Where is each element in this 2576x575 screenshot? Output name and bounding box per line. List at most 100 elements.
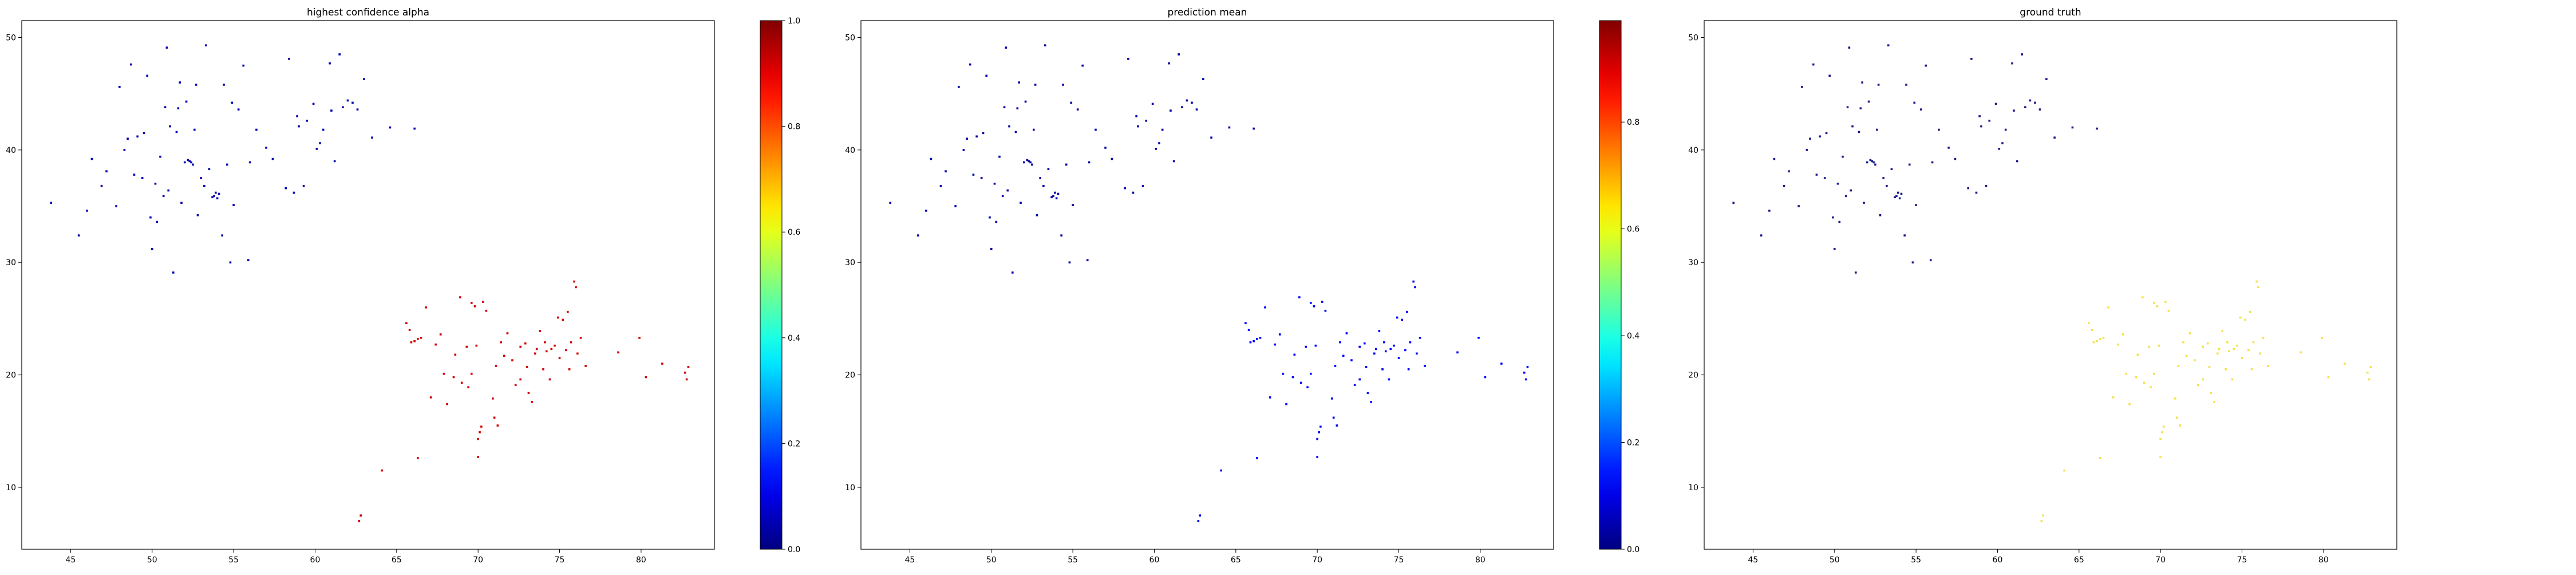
x-tick-label: 55 (1911, 556, 1921, 565)
data-point (475, 344, 478, 347)
data-point (2259, 352, 2261, 355)
data-point (363, 78, 365, 80)
data-point (1419, 337, 1421, 339)
data-point (306, 119, 309, 122)
data-point (2174, 397, 2176, 400)
data-point (500, 341, 502, 344)
data-point (925, 210, 927, 212)
data-point (1838, 220, 1841, 223)
data-point (1127, 57, 1129, 60)
data-point (1931, 161, 1934, 164)
data-point (481, 301, 484, 303)
data-point (1135, 115, 1137, 117)
data-point (203, 184, 206, 187)
data-point (534, 352, 536, 355)
data-point (548, 378, 551, 381)
data-point (916, 234, 919, 237)
data-point (1332, 416, 1335, 419)
data-point (2040, 520, 2043, 522)
data-point (156, 220, 159, 223)
data-point (2247, 349, 2250, 352)
data-point (1412, 280, 1415, 283)
data-point (573, 280, 575, 283)
data-point (1416, 352, 1418, 355)
data-point (1003, 106, 1006, 109)
data-point (477, 438, 479, 440)
colorbar-tick-label: 0.8 (788, 123, 800, 132)
data-point (1381, 368, 1384, 371)
data-point (215, 191, 217, 194)
data-point (446, 403, 448, 405)
data-point (550, 348, 553, 350)
data-point (1062, 84, 1064, 86)
data-point (1313, 305, 1315, 308)
x-tick-label: 45 (65, 556, 76, 565)
data-point (149, 216, 152, 219)
data-point (1331, 397, 1333, 400)
data-point (470, 372, 473, 375)
data-point (329, 62, 331, 65)
data-point (1913, 101, 1916, 104)
y-tick-label: 20 (1688, 371, 1698, 380)
data-point (2167, 309, 2170, 312)
data-point (930, 157, 933, 160)
data-point (1269, 396, 1271, 399)
data-point (570, 341, 572, 344)
data-point (544, 341, 546, 344)
data-point (196, 214, 199, 216)
data-point (531, 400, 533, 403)
data-point (1285, 403, 1287, 405)
data-point (371, 136, 373, 139)
data-point (118, 86, 121, 88)
x-tick-label: 45 (1748, 556, 1758, 565)
data-point (2021, 53, 2023, 56)
data-point (86, 210, 88, 212)
data-point (2053, 136, 2056, 139)
data-point (1155, 148, 1157, 150)
data-point (322, 128, 325, 131)
data-point (330, 109, 333, 112)
data-point (2267, 365, 2269, 367)
data-point (1988, 119, 1991, 122)
data-point (1111, 157, 1113, 160)
data-point (193, 128, 196, 131)
data-point (188, 160, 191, 163)
data-point (2117, 343, 2119, 346)
data-point (1897, 191, 1899, 194)
data-point (2150, 386, 2152, 389)
data-point (485, 309, 488, 312)
data-point (2221, 330, 2224, 332)
data-point (2194, 359, 2196, 361)
data-point (2128, 403, 2131, 405)
data-point (1342, 355, 1345, 357)
colorbar (760, 20, 783, 550)
y-tick-label: 50 (1688, 33, 1698, 42)
data-point (211, 196, 214, 199)
data-point (2366, 371, 2369, 374)
data-point (1858, 131, 1860, 133)
data-point (1336, 424, 1338, 427)
data-point (972, 174, 975, 176)
x-tick-label: 65 (392, 556, 402, 565)
data-point (2321, 337, 2323, 339)
data-point (298, 125, 300, 128)
data-point (143, 132, 145, 135)
axes-frame (1704, 20, 2397, 550)
data-point (1197, 520, 1200, 522)
data-point (958, 86, 960, 88)
data-point (2208, 366, 2211, 368)
data-point (179, 81, 181, 84)
data-point (1366, 392, 1369, 394)
data-point (242, 64, 244, 67)
data-point (480, 426, 483, 428)
data-point (2255, 280, 2258, 283)
data-point (2175, 416, 2178, 419)
data-point (452, 376, 455, 379)
data-point (133, 174, 136, 176)
x-tick-label: 80 (1475, 556, 1485, 565)
data-point (2210, 392, 2212, 394)
data-point (1947, 147, 1950, 149)
data-point (2096, 127, 2098, 130)
data-point (519, 378, 521, 381)
data-point (1181, 106, 1183, 109)
